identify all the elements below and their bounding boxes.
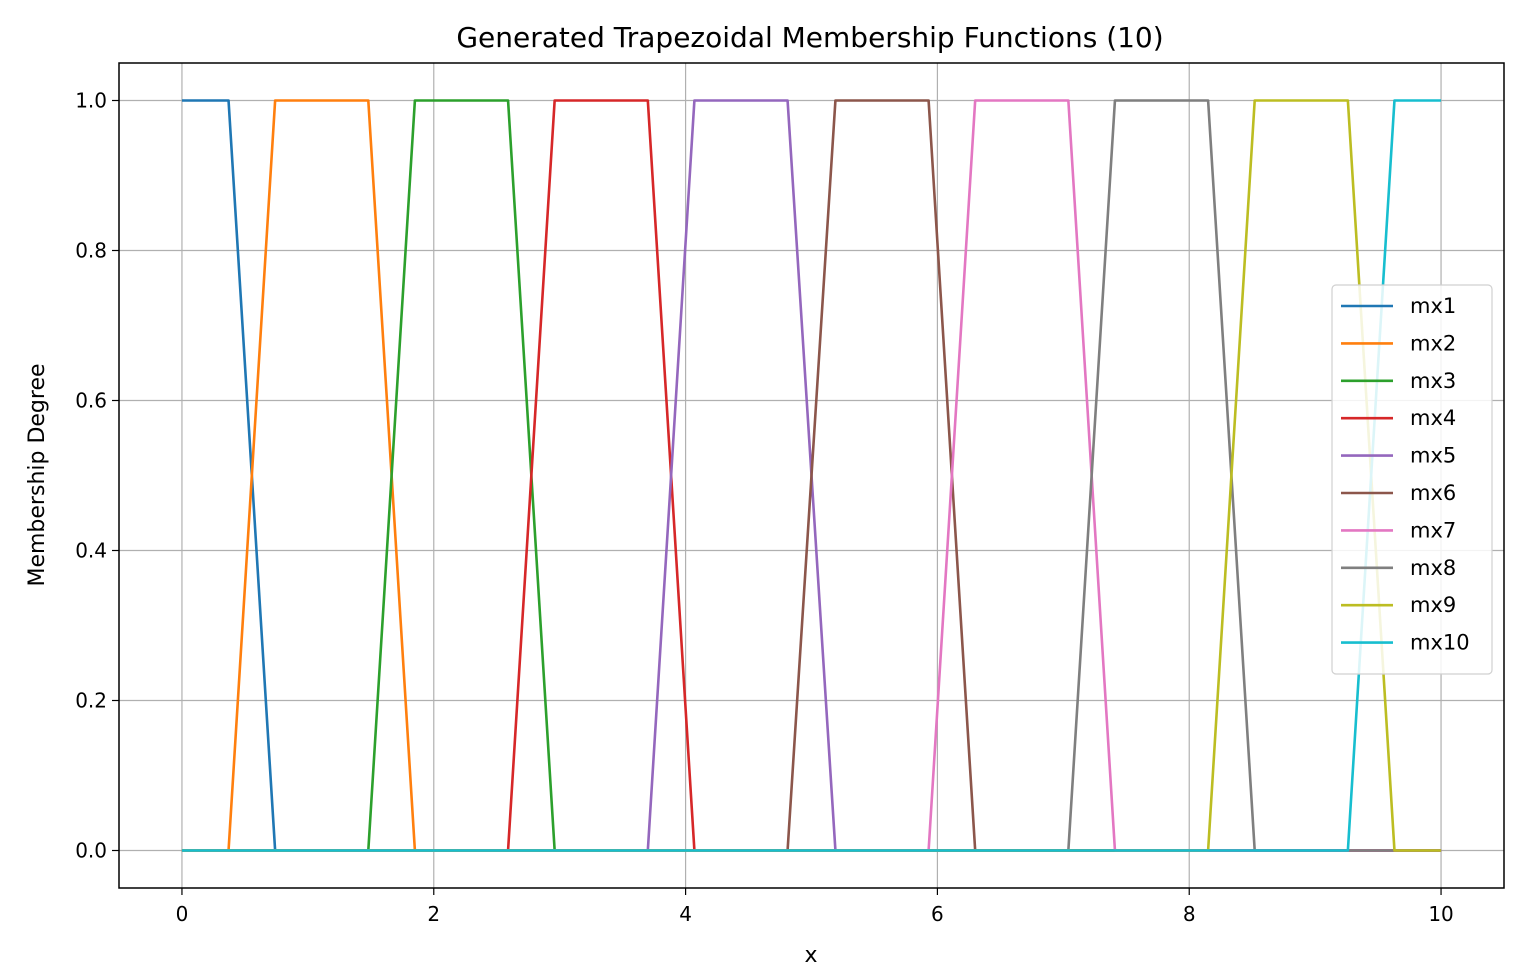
legend-label-mx9: mx9 <box>1410 593 1456 617</box>
y-tick-label: 0.6 <box>75 389 107 413</box>
legend-label-mx1: mx1 <box>1410 294 1456 318</box>
legend-label-mx6: mx6 <box>1410 481 1456 505</box>
x-axis-label: x <box>804 943 817 968</box>
x-tick-label: 8 <box>1183 902 1196 926</box>
y-tick-label: 0.4 <box>75 539 107 563</box>
legend-label-mx4: mx4 <box>1410 406 1456 430</box>
x-tick-label: 2 <box>427 902 440 926</box>
y-axis-label: Membership Degree <box>25 363 50 586</box>
chart-title: Generated Trapezoidal Membership Functio… <box>456 21 1163 54</box>
plot-frame <box>118 62 1505 889</box>
legend-label-mx2: mx2 <box>1410 331 1456 355</box>
x-tick-label: 4 <box>679 902 692 926</box>
legend: mx1 mx2 mx3 mx4 mx5 mx6 mx7 mx8 mx9 mx10 <box>1331 284 1493 675</box>
legend-label-mx5: mx5 <box>1410 444 1456 468</box>
legend-label-mx8: mx8 <box>1410 556 1456 580</box>
x-tick-label: 10 <box>1428 902 1453 926</box>
axis-ticks: 0 2 4 6 8 10 0.0 0.2 0.4 0.6 0.8 1.0 <box>75 89 1454 927</box>
y-tick-label: 0.8 <box>75 239 107 263</box>
legend-label-mx7: mx7 <box>1410 518 1456 542</box>
legend-label-mx10: mx10 <box>1410 631 1470 655</box>
y-tick-label: 0.0 <box>75 839 107 863</box>
legend-label-mx3: mx3 <box>1410 369 1456 393</box>
y-tick-label: 0.2 <box>75 689 107 713</box>
x-tick-label: 0 <box>176 902 189 926</box>
y-tick-label: 1.0 <box>75 89 107 113</box>
legend-box <box>1331 284 1493 675</box>
x-tick-label: 6 <box>931 902 944 926</box>
